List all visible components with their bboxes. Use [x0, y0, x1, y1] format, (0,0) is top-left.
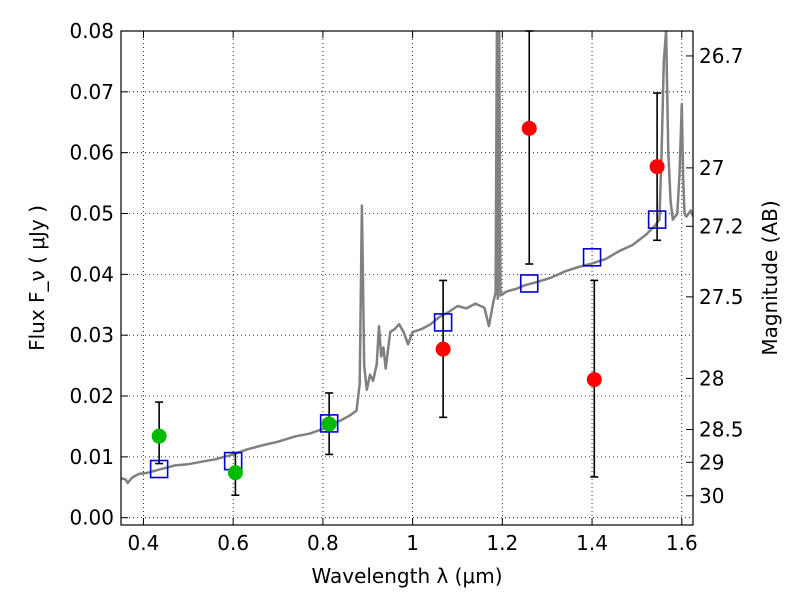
y2-tick-label: 27.5: [699, 285, 744, 309]
x-tick-label: 1: [406, 531, 419, 555]
x-axis-label: Wavelength λ (μm): [311, 564, 502, 588]
grid: [121, 30, 693, 525]
red-data-point: [521, 120, 537, 136]
red-data-point: [435, 341, 451, 357]
y-tick-label: 0.07: [69, 80, 114, 104]
y2-tick-label: 28.5: [699, 417, 744, 441]
x-tick-label: 0.6: [217, 531, 249, 555]
y2-tick-label: 30: [699, 484, 724, 508]
red-data-point: [649, 159, 665, 175]
y-tick-label: 0.04: [69, 262, 114, 286]
y2-axis-label: Magnitude (AB): [758, 200, 782, 355]
y2-tick-label: 27: [699, 156, 724, 180]
x-tick-label: 0.8: [307, 531, 339, 555]
model-photometry-square: [647, 210, 667, 229]
spectrum-line: [121, 31, 693, 485]
model-photometry-square: [433, 313, 453, 332]
y2-tick-label: 29: [699, 450, 724, 474]
green-data-point: [151, 428, 167, 444]
x-tick-label: 1.2: [486, 531, 518, 555]
green-data-point: [227, 465, 243, 481]
y-axis: 0.00 0.01 0.02 0.03 0.04 0.05 0.06 0.07 0.08: [69, 19, 128, 530]
y2-axis: 26.7 27 27.2 27.5 28 28.5 29 30: [686, 44, 744, 508]
error-bars: [155, 30, 662, 496]
x-tick-label: 1.6: [666, 531, 698, 555]
model-photometry-square: [319, 414, 339, 433]
y2-tick-label: 28: [699, 366, 724, 390]
spectrum-layer: [121, 31, 693, 485]
x-axis: 0.4 0.6 0.8 1 1.2 1.4 1.6: [128, 31, 698, 555]
model-photometry-square: [149, 459, 169, 479]
y2-tick-label: 26.7: [699, 44, 744, 68]
y2-tick-label: 27.2: [699, 214, 744, 238]
model-photometry-square: [582, 248, 602, 267]
y-tick-label: 0.00: [69, 506, 114, 530]
plot-frame: [120, 30, 694, 526]
green-data-point: [321, 416, 337, 432]
x-tick-label: 0.4: [128, 531, 160, 555]
y-axis-label: Flux F_ν ( μJy ): [25, 205, 49, 351]
model-photometry-square: [519, 274, 539, 293]
y-tick-label: 0.01: [69, 445, 114, 469]
y-tick-label: 0.02: [69, 384, 114, 408]
y-tick-label: 0.05: [69, 202, 114, 226]
y-tick-label: 0.08: [69, 19, 114, 43]
markers: [149, 120, 667, 481]
red-data-point: [586, 372, 602, 388]
y-tick-label: 0.06: [69, 141, 114, 165]
y-tick-label: 0.03: [69, 323, 114, 347]
x-tick-label: 1.4: [576, 531, 608, 555]
